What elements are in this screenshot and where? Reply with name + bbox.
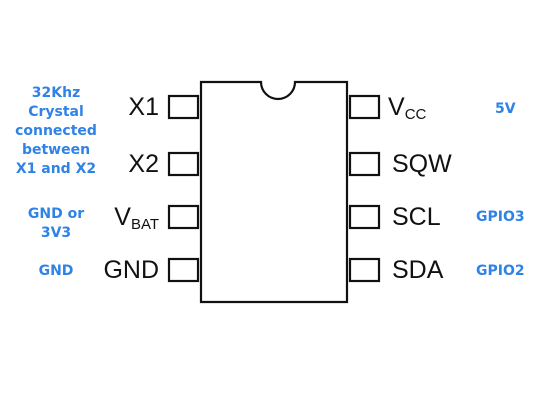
pin-3-label: VBAT — [114, 203, 159, 233]
pin-8-lead — [348, 94, 381, 120]
pin-4-label: GND — [103, 256, 159, 284]
chip-body — [199, 80, 349, 304]
pin-4-lead — [167, 257, 200, 283]
scl-note: GPIO3 — [476, 209, 525, 225]
pin-8-label: VCC — [388, 93, 427, 123]
pin-5-lead — [348, 257, 381, 283]
pin-2-label: X2 — [128, 150, 159, 178]
pin-6-lead — [348, 204, 381, 230]
pin-5-label: SDA — [392, 256, 444, 284]
pin-6-label: SCL — [392, 203, 441, 231]
sda-note: GPIO2 — [476, 263, 525, 279]
vcc-note: 5V — [495, 101, 516, 117]
pin-3-lead — [167, 204, 200, 230]
gnd-note: GND — [38, 263, 74, 279]
pin-7-label: SQW — [392, 150, 452, 178]
vbat-note: GND or 3V3 — [27, 206, 85, 241]
pin-1-lead — [167, 94, 200, 120]
pin-2-lead — [167, 151, 200, 177]
pin-1-label: X1 — [128, 93, 159, 121]
pin-7-lead — [348, 151, 381, 177]
crystal-note: 32Khz Crystal connected between X1 and X… — [15, 85, 97, 177]
